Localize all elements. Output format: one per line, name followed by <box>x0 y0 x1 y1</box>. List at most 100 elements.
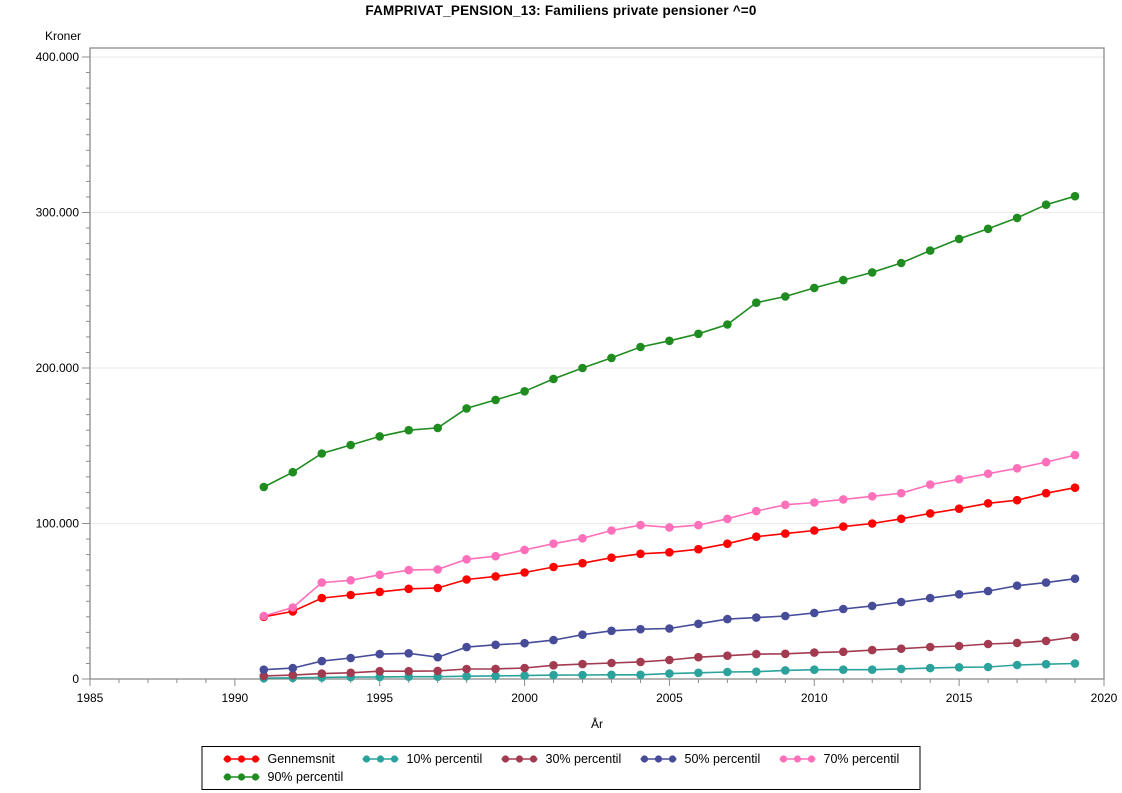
data-point-gennemsnit-2009 <box>781 529 790 538</box>
x-tick-label: 2010 <box>801 691 828 705</box>
data-point-30-percentil-1992 <box>288 670 298 680</box>
data-point-gennemsnit-2011 <box>839 522 848 531</box>
data-point-90-percentil-2013 <box>896 258 906 268</box>
data-point-90-percentil-2011 <box>839 275 848 285</box>
data-point-90-percentil-1996 <box>404 425 414 435</box>
legend-item-90-percentil: 90% percentil <box>223 769 362 785</box>
data-point-90-percentil-2002 <box>578 363 587 373</box>
data-point-70-percentil-1998 <box>462 555 471 564</box>
data-point-10-percentil-2010 <box>810 665 819 674</box>
data-point-70-percentil-2006 <box>694 520 703 530</box>
data-point-30-percentil-2015 <box>954 641 964 651</box>
data-point-gennemsnit-2018 <box>1041 488 1051 498</box>
data-point-50-percentil-2002 <box>578 630 587 639</box>
data-point-10-percentil-2017 <box>1012 660 1022 670</box>
data-point-70-percentil-2015 <box>954 474 964 484</box>
data-point-30-percentil-2000 <box>520 663 529 673</box>
data-point-70-percentil-2000 <box>520 545 529 555</box>
data-point-30-percentil-2017 <box>1012 638 1022 648</box>
data-point-30-percentil-2008 <box>752 649 761 659</box>
data-point-30-percentil-2011 <box>839 647 848 657</box>
legend-marker-gennemsnit-icon <box>223 755 260 763</box>
data-point-50-percentil-2015 <box>954 590 964 599</box>
legend-label-10-percentil: 10% percentil <box>406 752 483 766</box>
data-point-70-percentil-2018 <box>1041 457 1051 467</box>
x-tick-label: 2015 <box>946 691 973 705</box>
legend-item-70-percentil: 70% percentil <box>779 751 918 767</box>
data-point-10-percentil-2016 <box>983 662 993 672</box>
legend-marker-30-percentil-icon <box>501 755 538 763</box>
data-point-70-percentil-2005 <box>665 523 674 532</box>
data-point-gennemsnit-2001 <box>549 562 558 572</box>
data-point-50-percentil-2018 <box>1041 578 1051 587</box>
data-point-90-percentil-2008 <box>752 298 761 308</box>
data-point-90-percentil-1993 <box>317 449 327 458</box>
y-tick-label: 200.000 <box>36 361 80 375</box>
legend-marker-10-percentil-icon <box>362 755 399 763</box>
data-point-90-percentil-2001 <box>549 374 558 384</box>
data-point-90-percentil-1995 <box>375 432 385 441</box>
data-point-70-percentil-1999 <box>491 551 500 561</box>
data-point-90-percentil-1999 <box>491 395 500 405</box>
series-points-50-percentil <box>259 574 1080 674</box>
data-point-30-percentil-2006 <box>694 652 703 662</box>
data-point-gennemsnit-1996 <box>404 584 414 594</box>
data-point-90-percentil-2019 <box>1070 191 1080 201</box>
legend-label-gennemsnit: Gennemsnit <box>267 752 335 766</box>
x-tick-label: 1985 <box>77 691 104 705</box>
data-point-30-percentil-1991 <box>259 671 269 681</box>
data-point-gennemsnit-2010 <box>810 526 819 535</box>
data-point-70-percentil-2012 <box>867 492 877 501</box>
data-point-50-percentil-1994 <box>346 653 356 663</box>
data-point-gennemsnit-2014 <box>925 509 935 518</box>
data-point-30-percentil-2005 <box>665 655 674 665</box>
x-tick-label: 1990 <box>222 691 249 705</box>
data-point-10-percentil-1999 <box>491 671 500 681</box>
data-point-gennemsnit-2016 <box>983 499 993 508</box>
data-point-30-percentil-2013 <box>896 644 906 653</box>
data-point-gennemsnit-1999 <box>491 572 500 581</box>
data-point-gennemsnit-2005 <box>665 548 674 557</box>
legend-label-90-percentil: 90% percentil <box>267 770 344 784</box>
x-tick-label: 2020 <box>1091 691 1118 705</box>
data-point-90-percentil-2018 <box>1041 200 1051 209</box>
data-point-30-percentil-1997 <box>433 666 443 676</box>
data-point-10-percentil-2014 <box>925 663 935 673</box>
data-point-gennemsnit-1994 <box>346 590 356 600</box>
data-point-50-percentil-2017 <box>1012 581 1022 590</box>
legend-item-10-percentil: 10% percentil <box>362 751 501 767</box>
data-point-50-percentil-1997 <box>433 652 443 662</box>
data-point-gennemsnit-1997 <box>433 583 443 593</box>
data-point-30-percentil-2003 <box>607 658 616 668</box>
x-tick-label: 2005 <box>656 691 683 705</box>
y-tick-label: 100.000 <box>36 517 80 531</box>
data-point-50-percentil-2001 <box>549 635 558 645</box>
data-point-gennemsnit-2006 <box>694 544 703 554</box>
plot-frame <box>89 47 1105 680</box>
data-point-90-percentil-2014 <box>925 246 935 255</box>
data-point-10-percentil-2003 <box>607 670 616 680</box>
data-point-70-percentil-2002 <box>578 534 587 543</box>
legend-marker-90-percentil-icon <box>223 773 260 781</box>
data-point-70-percentil-1994 <box>346 576 356 585</box>
data-point-10-percentil-1998 <box>462 671 471 681</box>
data-point-30-percentil-2004 <box>636 657 645 667</box>
data-point-10-percentil-2009 <box>781 666 790 675</box>
data-point-30-percentil-1993 <box>317 669 327 678</box>
data-point-gennemsnit-2017 <box>1012 495 1022 505</box>
data-point-90-percentil-2012 <box>867 268 877 277</box>
data-point-70-percentil-2003 <box>607 526 616 535</box>
data-point-gennemsnit-2002 <box>578 558 587 568</box>
plot-area: 0 100.000 200.000 300.000 400.000 1985 1990 199… <box>36 29 1118 731</box>
data-point-30-percentil-1996 <box>404 666 414 676</box>
data-point-70-percentil-1992 <box>288 603 298 612</box>
data-point-10-percentil-2015 <box>954 663 964 672</box>
data-point-30-percentil-2018 <box>1041 636 1051 646</box>
data-point-gennemsnit-2003 <box>607 553 616 562</box>
data-point-10-percentil-2008 <box>752 667 761 676</box>
data-point-gennemsnit-2008 <box>752 532 761 541</box>
data-point-90-percentil-1997 <box>433 423 443 433</box>
data-point-50-percentil-2007 <box>723 614 732 624</box>
data-point-30-percentil-2002 <box>578 659 587 669</box>
